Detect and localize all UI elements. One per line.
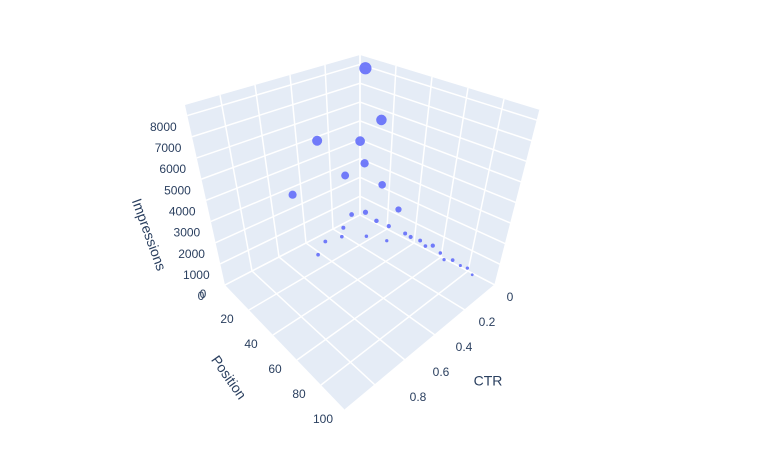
x-axis-title: CTR	[474, 373, 503, 389]
z-tick-label: 0	[198, 289, 205, 303]
grid-line	[359, 82, 533, 142]
right-wall	[360, 55, 540, 285]
x-tick-label: 0.4	[456, 340, 473, 354]
walls	[185, 55, 540, 410]
grid-line	[359, 195, 501, 266]
z-tick-label: 6000	[159, 162, 186, 176]
point	[408, 234, 413, 240]
x-tick-label: 0	[507, 290, 514, 304]
grid-line	[386, 65, 397, 230]
x-tick-label: 0.8	[410, 390, 427, 404]
grid-line	[359, 139, 517, 204]
point	[312, 135, 323, 146]
point	[341, 171, 350, 180]
grid-line	[210, 157, 361, 223]
grid-line	[289, 74, 307, 244]
grid-line	[219, 94, 253, 272]
grid-line	[224, 214, 361, 286]
y-tick-label: 80	[292, 387, 306, 401]
point	[360, 159, 369, 168]
x-tick-label: 0.2	[479, 315, 496, 329]
grid-line	[494, 109, 541, 286]
point	[385, 239, 389, 243]
grid-line	[320, 270, 469, 386]
point	[374, 218, 379, 224]
grid-line	[440, 87, 469, 258]
y-tick-label: 0	[200, 287, 207, 301]
grid-line	[296, 256, 442, 361]
grid	[187, 55, 541, 411]
point	[423, 244, 428, 248]
y-tick-label: 40	[244, 337, 258, 351]
point	[355, 136, 365, 146]
point	[288, 190, 297, 199]
grid-line	[359, 214, 496, 286]
z-tick-label: 8000	[150, 120, 177, 134]
point	[470, 273, 474, 277]
grid-line	[359, 101, 528, 163]
point	[364, 234, 369, 239]
grid-line	[467, 98, 505, 272]
grid-line	[201, 120, 361, 180]
grid-line	[219, 195, 361, 265]
point	[450, 258, 455, 262]
grid-line	[251, 270, 376, 386]
point	[403, 231, 408, 236]
point	[341, 225, 346, 230]
y-tick-label: 60	[268, 362, 282, 376]
point	[340, 234, 344, 239]
point	[359, 62, 372, 75]
grid-line	[413, 76, 433, 244]
grid-line	[278, 256, 406, 361]
point	[349, 212, 354, 217]
y-tick-label: 100	[313, 412, 333, 426]
point	[386, 224, 391, 229]
grid-line	[272, 242, 415, 336]
point	[376, 114, 387, 126]
z-tick-label: 1000	[183, 268, 210, 282]
point	[442, 258, 446, 262]
z-tick-label: 7000	[155, 141, 182, 155]
grid-line	[191, 82, 361, 138]
floor	[225, 215, 495, 410]
grid-line	[196, 101, 361, 159]
grid-line	[359, 120, 522, 183]
grid-line	[248, 228, 388, 311]
point	[395, 206, 402, 213]
point	[458, 264, 462, 268]
grid-line	[324, 64, 334, 230]
point	[316, 252, 320, 257]
y-tick-label: 20	[220, 312, 234, 326]
points	[288, 62, 474, 277]
grid-line	[305, 242, 436, 336]
z-tick-label: 4000	[169, 204, 196, 218]
point	[465, 266, 470, 270]
z-tick-label: 5000	[164, 183, 191, 197]
point	[430, 243, 435, 248]
z-tick-label: 2000	[178, 247, 205, 261]
grid-line	[332, 228, 466, 311]
z-tick-label: 3000	[174, 226, 201, 240]
grid-line	[359, 63, 538, 122]
left-wall	[185, 55, 360, 285]
x-tick-label: 0.6	[433, 365, 450, 379]
point	[418, 238, 423, 243]
grid-line	[187, 63, 361, 117]
grid-line	[359, 176, 506, 245]
grid-line	[359, 157, 512, 224]
y-axis-title: Position	[208, 352, 250, 402]
grid-line	[205, 139, 361, 201]
point	[438, 251, 443, 255]
grid-line	[215, 176, 361, 244]
grid-line	[254, 84, 280, 258]
point	[323, 239, 328, 244]
grid-line	[344, 284, 496, 411]
point	[378, 181, 386, 189]
point	[362, 209, 369, 215]
z-axis-title: Impressions	[129, 196, 170, 272]
